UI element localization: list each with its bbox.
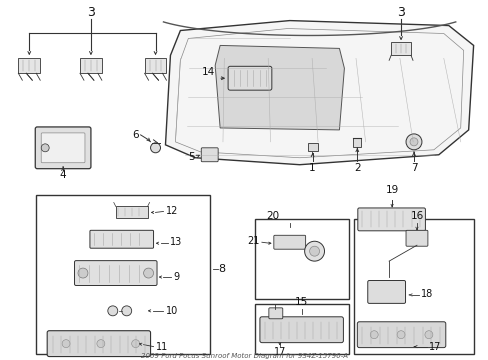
Text: 8: 8 xyxy=(218,264,225,274)
FancyBboxPatch shape xyxy=(405,230,427,246)
Text: 16: 16 xyxy=(409,211,423,221)
Text: 10: 10 xyxy=(165,306,177,316)
Bar xyxy=(116,206,147,219)
Circle shape xyxy=(405,134,421,150)
Polygon shape xyxy=(165,21,473,165)
Bar xyxy=(353,138,361,147)
FancyBboxPatch shape xyxy=(260,317,343,343)
Bar xyxy=(254,219,348,299)
FancyBboxPatch shape xyxy=(47,331,150,356)
Text: 2009 Ford Focus Sunroof Motor Diagram for 9S4Z-15790-A: 2009 Ford Focus Sunroof Motor Diagram fo… xyxy=(140,352,347,359)
FancyBboxPatch shape xyxy=(35,127,91,169)
Circle shape xyxy=(97,339,104,348)
Circle shape xyxy=(143,268,153,278)
Circle shape xyxy=(62,339,70,348)
Circle shape xyxy=(304,241,324,261)
FancyBboxPatch shape xyxy=(268,308,282,319)
Text: 4: 4 xyxy=(60,170,66,180)
Text: 14: 14 xyxy=(202,67,215,77)
FancyBboxPatch shape xyxy=(227,66,271,90)
Text: 17: 17 xyxy=(428,342,440,352)
FancyBboxPatch shape xyxy=(90,230,153,248)
Text: 9: 9 xyxy=(173,272,179,282)
FancyBboxPatch shape xyxy=(273,235,305,249)
Text: 18: 18 xyxy=(420,289,432,299)
Text: 2: 2 xyxy=(353,163,360,173)
Text: 3: 3 xyxy=(87,6,95,19)
Text: 15: 15 xyxy=(294,297,307,307)
Circle shape xyxy=(107,306,118,316)
FancyBboxPatch shape xyxy=(357,208,425,231)
Polygon shape xyxy=(215,45,344,130)
Text: 12: 12 xyxy=(165,206,178,216)
Text: 11: 11 xyxy=(155,342,167,352)
Circle shape xyxy=(150,143,160,153)
FancyBboxPatch shape xyxy=(357,322,445,348)
Circle shape xyxy=(131,339,140,348)
Text: 19: 19 xyxy=(385,185,398,194)
Text: 13: 13 xyxy=(170,237,183,247)
Circle shape xyxy=(424,331,432,339)
FancyBboxPatch shape xyxy=(201,148,218,162)
Bar xyxy=(390,42,410,55)
FancyBboxPatch shape xyxy=(367,280,405,303)
Bar xyxy=(307,143,317,151)
Text: 3: 3 xyxy=(396,6,404,19)
Circle shape xyxy=(369,331,377,339)
Text: 6: 6 xyxy=(132,130,139,140)
Text: 20: 20 xyxy=(266,211,279,221)
Bar xyxy=(254,304,348,354)
Circle shape xyxy=(41,144,49,152)
FancyBboxPatch shape xyxy=(74,261,157,285)
Bar xyxy=(354,219,473,354)
Circle shape xyxy=(409,138,417,146)
Bar xyxy=(19,58,40,73)
Circle shape xyxy=(396,331,404,339)
Bar xyxy=(36,194,210,354)
Text: 17: 17 xyxy=(273,347,285,357)
Bar xyxy=(144,58,166,73)
Text: 5: 5 xyxy=(188,152,195,162)
Text: 7: 7 xyxy=(410,163,416,173)
Text: 1: 1 xyxy=(308,163,315,173)
Text: 21: 21 xyxy=(247,236,260,246)
Circle shape xyxy=(309,246,319,256)
Circle shape xyxy=(122,306,131,316)
FancyBboxPatch shape xyxy=(41,133,85,163)
Circle shape xyxy=(78,268,88,278)
Bar xyxy=(80,58,102,73)
